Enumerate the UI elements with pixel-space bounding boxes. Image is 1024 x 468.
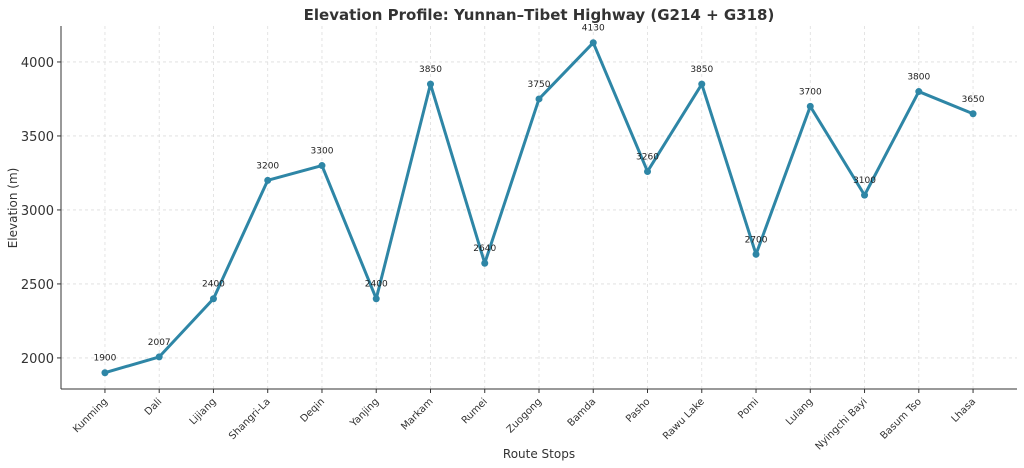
x-tick-label: Deqin <box>299 396 328 425</box>
x-tick-label: Lijiang <box>188 396 219 427</box>
data-point <box>806 102 814 110</box>
data-label: 3260 <box>636 152 659 162</box>
data-label: 3100 <box>853 176 876 186</box>
data-label: 3850 <box>419 65 442 75</box>
data-label: 2700 <box>745 235 768 245</box>
y-tick-label: 2500 <box>21 278 54 293</box>
data-label: 3800 <box>907 73 930 83</box>
y-tick-label: 3000 <box>21 204 54 219</box>
x-tick-label: Dali <box>143 396 164 417</box>
x-tick-label: Rawu Lake <box>661 396 707 442</box>
series-elevation: 1900 2007 2400 3200 3300 2400 3850 2640 3750 4130… <box>93 24 985 377</box>
x-tick-label: Kunming <box>71 396 110 435</box>
data-point <box>155 353 163 361</box>
data-point <box>101 369 109 377</box>
data-point <box>372 295 380 303</box>
data-point <box>209 295 217 303</box>
data-point <box>644 167 652 175</box>
x-tick-label: Yanjing <box>348 396 382 430</box>
data-label: 3850 <box>690 65 713 75</box>
x-axis-label: Route Stops <box>503 447 575 461</box>
chart-title: Elevation Profile: Yunnan–Tibet Highway … <box>304 6 775 24</box>
data-label: 3750 <box>528 80 551 90</box>
data-label: 1900 <box>93 354 116 364</box>
data-point <box>264 176 272 184</box>
x-tick-label: Nyingchi Bayi <box>814 396 870 452</box>
x-tick-label: Rumei <box>460 396 490 426</box>
x-tick-label: Pasho <box>624 396 653 425</box>
data-point <box>318 162 326 170</box>
data-point <box>535 95 543 103</box>
y-tick-label: 2000 <box>21 352 54 367</box>
y-tick-label: 4000 <box>21 56 54 71</box>
x-tick-label: Pomi <box>736 396 761 421</box>
data-label: 3700 <box>799 87 822 97</box>
y-axis-label: Elevation (m) <box>6 168 20 249</box>
data-point <box>426 80 434 88</box>
data-point <box>915 88 923 96</box>
x-tick-label: Lhasa <box>950 396 979 425</box>
y-tick-label: 3500 <box>21 130 54 145</box>
data-label: 2640 <box>473 244 496 254</box>
data-label: 4130 <box>582 24 605 34</box>
data-label: 2400 <box>202 280 225 290</box>
x-tick-label: Lulang <box>784 396 815 427</box>
x-tick-label: Zuogong <box>505 396 544 435</box>
data-point <box>969 110 977 118</box>
data-point <box>589 39 597 47</box>
data-point <box>752 250 760 258</box>
data-label: 3650 <box>962 95 985 105</box>
data-point <box>861 191 869 199</box>
data-label: 2400 <box>365 280 388 290</box>
data-point <box>698 80 706 88</box>
x-tick-label: Shangri-La <box>227 396 273 442</box>
axes: 2000 2500 3000 3500 4000 Kunming Dali Lijiang Sh… <box>21 26 1017 452</box>
x-tick-label: Basum Tso <box>878 396 923 441</box>
x-tick-label: Bamda <box>566 396 599 429</box>
data-point <box>481 259 489 267</box>
data-label: 2007 <box>148 338 171 348</box>
data-label: 3300 <box>311 147 334 157</box>
x-tick-label: Markam <box>399 396 435 432</box>
data-label: 3200 <box>256 161 279 171</box>
